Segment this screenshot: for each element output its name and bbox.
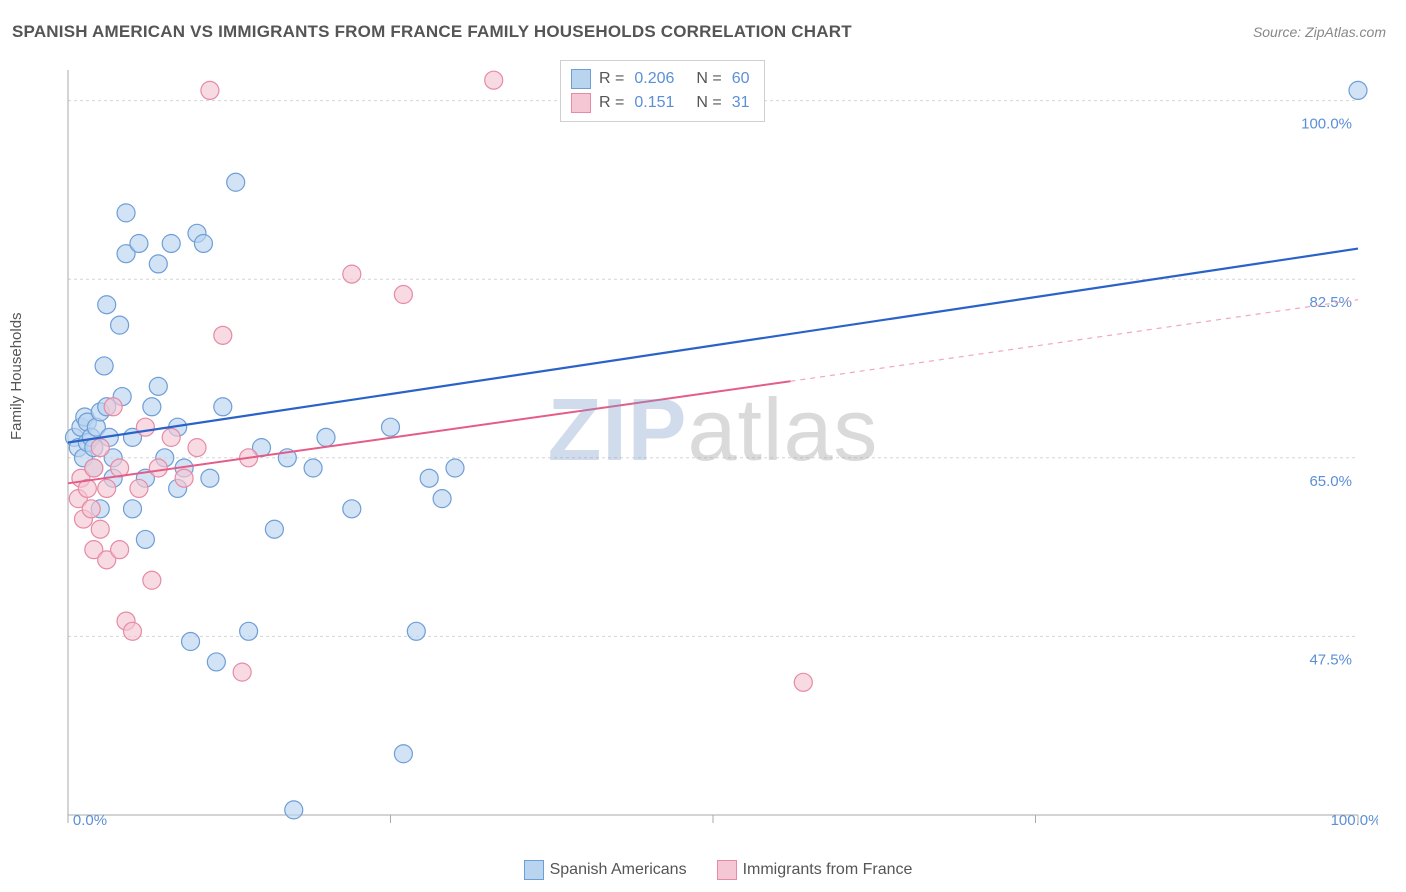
x-tick-label: 0.0% xyxy=(73,812,107,829)
scatter-point xyxy=(98,296,116,314)
scatter-point xyxy=(111,541,129,559)
scatter-point xyxy=(317,428,335,446)
scatter-point xyxy=(91,439,109,457)
scatter-point xyxy=(343,265,361,283)
scatter-point xyxy=(162,428,180,446)
scatter-point xyxy=(240,622,258,640)
scatter-point xyxy=(149,255,167,273)
scatter-point xyxy=(104,398,122,416)
y-tick-label: 82.5% xyxy=(1309,294,1352,311)
y-tick-label: 47.5% xyxy=(1309,651,1352,668)
scatter-point xyxy=(149,377,167,395)
legend-swatch xyxy=(717,860,737,880)
info-row: R = 0.206 N = 60 xyxy=(571,67,750,91)
correlation-info-box: R = 0.206 N = 60 R = 0.151 N = 31 xyxy=(560,60,765,122)
n-label: N = xyxy=(696,70,721,88)
scatter-point xyxy=(214,326,232,344)
scatter-point xyxy=(1349,81,1367,99)
scatter-point xyxy=(91,520,109,538)
scatter-point xyxy=(130,234,148,252)
scatter-point xyxy=(130,479,148,497)
scatter-point xyxy=(162,234,180,252)
chart-title: SPANISH AMERICAN VS IMMIGRANTS FROM FRAN… xyxy=(12,22,852,42)
r-value: 0.206 xyxy=(634,70,674,88)
scatter-point xyxy=(265,520,283,538)
legend-swatch xyxy=(524,860,544,880)
scatter-point xyxy=(136,530,154,548)
scatter-point xyxy=(485,71,503,89)
info-row: R = 0.151 N = 31 xyxy=(571,91,750,115)
scatter-point xyxy=(382,418,400,436)
scatter-point xyxy=(143,571,161,589)
scatter-point xyxy=(201,469,219,487)
y-axis-label: Family Households xyxy=(8,312,25,440)
scatter-point xyxy=(182,633,200,651)
scatter-point xyxy=(188,439,206,457)
scatter-point xyxy=(285,801,303,819)
legend-label: Immigrants from France xyxy=(743,861,913,878)
scatter-point xyxy=(98,479,116,497)
scatter-point xyxy=(95,357,113,375)
scatter-point xyxy=(794,673,812,691)
n-value: 60 xyxy=(732,70,750,88)
scatter-point xyxy=(433,490,451,508)
bottom-legend: Spanish Americans Immigrants from France xyxy=(0,860,1406,880)
r-label: R = xyxy=(599,70,624,88)
n-label: N = xyxy=(696,94,721,112)
scatter-point xyxy=(446,459,464,477)
scatter-point xyxy=(214,398,232,416)
scatter-point xyxy=(407,622,425,640)
scatter-point xyxy=(124,622,142,640)
scatter-point xyxy=(394,286,412,304)
chart-area: 47.5%65.0%82.5%100.0%0.0%100.0% ZIPatlas xyxy=(48,60,1378,830)
scatter-point xyxy=(233,663,251,681)
r-label: R = xyxy=(599,94,624,112)
scatter-point xyxy=(194,234,212,252)
x-tick-label: 100.0% xyxy=(1331,812,1378,829)
scatter-point xyxy=(124,500,142,518)
scatter-point xyxy=(82,500,100,518)
scatter-point xyxy=(201,81,219,99)
scatter-point xyxy=(149,459,167,477)
scatter-point xyxy=(207,653,225,671)
legend-swatch xyxy=(571,69,591,89)
scatter-point xyxy=(136,418,154,436)
scatter-point xyxy=(111,316,129,334)
trend-line xyxy=(68,249,1358,443)
scatter-point xyxy=(394,745,412,763)
legend-swatch xyxy=(571,93,591,113)
scatter-point xyxy=(85,459,103,477)
trend-line-ext xyxy=(790,300,1358,382)
scatter-point xyxy=(227,173,245,191)
n-value: 31 xyxy=(732,94,750,112)
scatter-point xyxy=(304,459,322,477)
scatter-point xyxy=(143,398,161,416)
scatter-point xyxy=(175,469,193,487)
scatter-plot: 47.5% 65.0% 82.5% 100.0% 0.0% 100.0% xyxy=(48,60,1378,830)
y-tick-label: 65.0% xyxy=(1309,473,1352,490)
scatter-point xyxy=(343,500,361,518)
y-tick-label: 100.0% xyxy=(1301,116,1352,133)
r-value: 0.151 xyxy=(634,94,674,112)
scatter-point xyxy=(117,204,135,222)
legend-label: Spanish Americans xyxy=(550,861,687,878)
scatter-point xyxy=(420,469,438,487)
source-credit: Source: ZipAtlas.com xyxy=(1253,24,1386,40)
